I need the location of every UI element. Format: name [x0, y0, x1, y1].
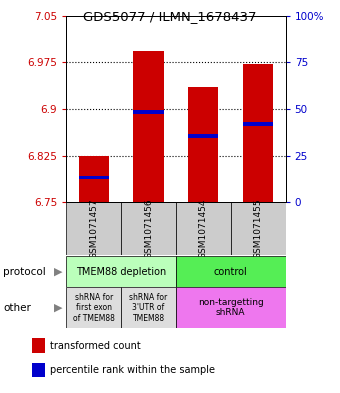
Bar [66, 256, 176, 287]
Text: non-targetting
shRNA: non-targetting shRNA [198, 298, 264, 318]
Bar [134, 51, 164, 202]
Bar [66, 287, 121, 328]
Text: GSM1071455: GSM1071455 [254, 198, 263, 259]
Bar [243, 64, 273, 202]
Bar [188, 134, 218, 138]
Text: ▶: ▶ [54, 266, 63, 277]
Bar [134, 110, 164, 114]
Bar [243, 122, 273, 126]
Text: shRNA for
first exon
of TMEM88: shRNA for first exon of TMEM88 [73, 293, 115, 323]
Bar [79, 176, 109, 179]
Text: other: other [3, 303, 31, 313]
Text: GDS5077 / ILMN_1678437: GDS5077 / ILMN_1678437 [83, 10, 257, 23]
Bar [176, 256, 286, 287]
Bar [231, 202, 286, 255]
Text: control: control [214, 266, 248, 277]
Text: GSM1071457: GSM1071457 [89, 198, 98, 259]
Bar [176, 202, 231, 255]
Bar [66, 202, 121, 255]
Bar [121, 287, 176, 328]
Text: protocol: protocol [3, 266, 46, 277]
Bar [32, 338, 45, 353]
Bar [79, 156, 109, 202]
Text: GSM1071454: GSM1071454 [199, 199, 208, 259]
Bar [176, 287, 286, 328]
Bar [32, 363, 45, 377]
Text: TMEM88 depletion: TMEM88 depletion [76, 266, 166, 277]
Text: percentile rank within the sample: percentile rank within the sample [50, 365, 215, 375]
Text: shRNA for
3'UTR of
TMEM88: shRNA for 3'UTR of TMEM88 [130, 293, 168, 323]
Bar [188, 87, 218, 202]
Text: ▶: ▶ [54, 303, 63, 313]
Text: GSM1071456: GSM1071456 [144, 198, 153, 259]
Bar [121, 202, 176, 255]
Text: transformed count: transformed count [50, 341, 140, 351]
